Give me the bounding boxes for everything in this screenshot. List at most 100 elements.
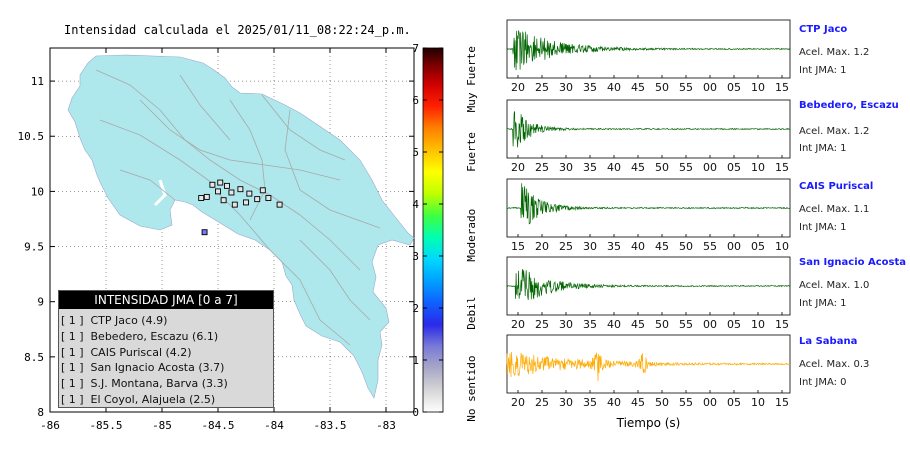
waveform-tick-label: 25 (535, 318, 549, 331)
legend-station: El Coyol, Alajuela (2.5) (90, 392, 216, 406)
legend-station: CAIS Puriscal (4.2) (90, 345, 192, 359)
station-intensity: Int JMA: 1 (799, 143, 847, 154)
station-accel: Acel. Max. 1.0 (799, 280, 870, 291)
waveform-tick-label: 55 (679, 396, 693, 409)
legend-station: Bebedero, Escazu (6.1) (90, 329, 219, 343)
x-tick-label: -84.5 (201, 419, 234, 432)
station-intensity: Int JMA: 1 (799, 222, 847, 233)
waveform-trace (506, 30, 790, 71)
waveform-tick-label: 25 (535, 161, 549, 174)
colorbar-tick-label: 4 (412, 198, 419, 211)
station-accel: Acel. Max. 0.3 (799, 359, 870, 370)
waveform-tick-label: 30 (583, 240, 597, 253)
station-marker (215, 188, 221, 195)
legend-level: [ 1 ] (61, 329, 84, 343)
waveform-panel: 20 25 30 35 40 45 50 55 00 05 10 15 (506, 19, 791, 94)
waveform-trace (506, 268, 791, 301)
waveform-tick-label: 05 (727, 81, 741, 94)
waveform-tick-label: 35 (583, 81, 597, 94)
legend-item: [ 1 ] CAIS Puriscal (4.2) (61, 345, 273, 361)
waveform-tick-label: 10 (751, 81, 765, 94)
waveform-tick-label: 35 (583, 161, 597, 174)
station-name: CAIS Puriscal (799, 181, 874, 192)
waveform-tick-label: 55 (679, 81, 693, 94)
colorbar-tick-label: 2 (412, 302, 419, 315)
waveform-tick-label: 40 (607, 161, 621, 174)
station-intensity: Int JMA: 0 (799, 377, 847, 388)
colorbar-ticks: 0 1 2 3 4 5 6 7 (412, 42, 443, 419)
legend-level: [ 1 ] (61, 392, 84, 406)
waveform-tick-label: 05 (727, 318, 741, 331)
waveform-tick-label: 05 (751, 240, 765, 253)
station-marker (224, 182, 230, 189)
legend-item: [ 1 ] Bebedero, Escazu (6.1) (61, 329, 273, 345)
waveform-tick-label: 15 (775, 161, 789, 174)
waveform-tick-label: 40 (607, 396, 621, 409)
station-marker (203, 193, 210, 200)
waveform-tick-label: 25 (559, 240, 573, 253)
waveform-tick-label: 00 (703, 161, 717, 174)
station-name: Bebedero, Escazu (799, 100, 899, 111)
y-tick-label: 8.5 (24, 351, 44, 364)
waveform-panel: 15 20 25 30 35 40 45 50 55 00 05 10 (506, 178, 791, 253)
waveform-panel: 20 25 30 35 40 45 50 55 00 05 10 15 (506, 256, 791, 331)
colorbar-category-label: Muy Fuerte (465, 46, 478, 112)
waveform-panel: 20 25 30 35 40 45 50 55 00 05 10 15 (506, 334, 791, 409)
x-tick-label: -85 (152, 419, 172, 432)
waveform-tick-label: 45 (631, 81, 645, 94)
station-marker (228, 189, 235, 196)
waveform-tick-label: 15 (511, 240, 525, 253)
colorbar-tick-label: 6 (412, 94, 419, 107)
y-tick-label: 10.5 (18, 130, 45, 143)
station-marker (237, 186, 244, 193)
waveform-tick-label: 15 (775, 81, 789, 94)
y-tick-label: 10 (31, 185, 44, 198)
waveform-tick-label: 10 (751, 161, 765, 174)
waveform-tick-label: 55 (703, 240, 717, 253)
y-tick-label: 8 (37, 406, 44, 419)
colorbar-tick-label: 3 (412, 250, 419, 263)
waveform-tick-label: 25 (535, 81, 549, 94)
colorbar-category-label: Debil (465, 297, 478, 330)
waveform-tick-label: 50 (655, 396, 669, 409)
waveform-tick-label: 00 (703, 81, 717, 94)
waveform-tick-label: 20 (511, 318, 525, 331)
waveform-tick-label: 05 (727, 396, 741, 409)
waveform-tick-label: 40 (607, 318, 621, 331)
x-tick-label: -83 (376, 419, 396, 432)
waveform-tick-label: 50 (655, 318, 669, 331)
station-markers (198, 179, 283, 236)
waveform-tick-label: 45 (631, 161, 645, 174)
waveform-tick-label: 20 (511, 161, 525, 174)
colorbar-tick-label: 0 (412, 406, 419, 419)
waveform-tick-label: 50 (679, 240, 693, 253)
waveform-tick-label: 20 (535, 240, 549, 253)
waveform-tick-label: 30 (559, 81, 573, 94)
station-intensity: Int JMA: 1 (799, 65, 847, 76)
y-tick-label: 9.5 (24, 241, 44, 254)
waveform-tick-label: 10 (775, 240, 789, 253)
waveform-tick-label: 55 (679, 318, 693, 331)
station-name: CTP Jaco (799, 24, 848, 35)
station-marker (220, 197, 227, 204)
y-tick-label: 11 (31, 75, 44, 88)
x-tick-label: -83.5 (313, 419, 346, 432)
station-marker (246, 190, 253, 197)
waveform-tick-label: 00 (703, 396, 717, 409)
waveform-tick-label: 15 (775, 396, 789, 409)
colorbar-scale (422, 47, 444, 413)
station-accel: Acel. Max. 1.1 (799, 204, 870, 215)
colorbar-category-label: No sentido (465, 355, 478, 421)
legend-station: S.J. Montana, Barva (3.3) (90, 377, 228, 391)
waveform-tick-label: 15 (775, 318, 789, 331)
waveform-tick-label: 10 (751, 396, 765, 409)
legend-item: [ 1 ] CTP Jaco (4.9) (61, 313, 273, 329)
waveform-tick-label: 35 (583, 396, 597, 409)
station-marker (231, 201, 238, 208)
station-marker (254, 196, 261, 203)
waveform-tick-label: 05 (727, 161, 741, 174)
station-marker (259, 187, 266, 194)
waveform-tick-label: 20 (511, 81, 525, 94)
costa-rica-land (67, 54, 415, 399)
waveform-trace (506, 351, 791, 382)
